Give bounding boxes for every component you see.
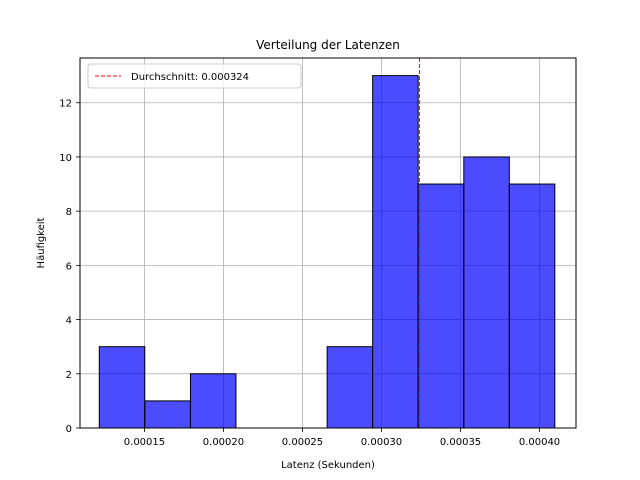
- y-axis-ticks: 0 2 4 6 8 10 12: [59, 99, 80, 435]
- histogram-bar-7: [417, 183, 465, 429]
- histogram-bar-8: [463, 156, 510, 429]
- y-axis-label: Häufigkeit: [36, 217, 47, 268]
- y-tick-label-3: 6: [66, 261, 72, 272]
- y-tick-label-5: 10: [59, 153, 72, 164]
- histogram-bars: [98, 75, 556, 429]
- x-tick-label-4: 0.00035: [440, 437, 481, 448]
- y-tick-label-0: 0: [66, 424, 72, 435]
- x-tick-label-0: 0.00015: [124, 437, 165, 448]
- y-tick-label-4: 8: [66, 207, 72, 218]
- y-tick-label-2: 4: [66, 316, 72, 327]
- legend-label: Durchschnitt: 0.000324: [131, 72, 249, 83]
- histogram-bar-6: [372, 75, 419, 429]
- y-tick-label-6: 12: [59, 99, 72, 110]
- x-tick-label-5: 0.00040: [519, 437, 560, 448]
- histogram-bar-5: [326, 346, 374, 429]
- x-axis-label: Latenz (Sekunden): [281, 460, 375, 471]
- histogram-bar-1: [144, 400, 191, 429]
- x-tick-label-1: 0.00020: [203, 437, 244, 448]
- legend-box: [87, 63, 302, 89]
- histogram-bar-2: [189, 373, 237, 429]
- plot-frame: [79, 57, 577, 429]
- y-tick-label-1: 2: [66, 370, 72, 381]
- x-tick-label-3: 0.00030: [361, 437, 402, 448]
- histogram-bar-0: [98, 346, 146, 429]
- legend: Durchschnitt: 0.000324: [87, 63, 302, 89]
- chart-title: Verteilung der Latenzen: [256, 38, 400, 52]
- histogram-bar-9: [508, 183, 556, 429]
- x-tick-label-2: 0.00025: [282, 437, 323, 448]
- x-axis-ticks: 0.00015 0.00020 0.00025 0.00030 0.00035 0.000…: [124, 428, 560, 448]
